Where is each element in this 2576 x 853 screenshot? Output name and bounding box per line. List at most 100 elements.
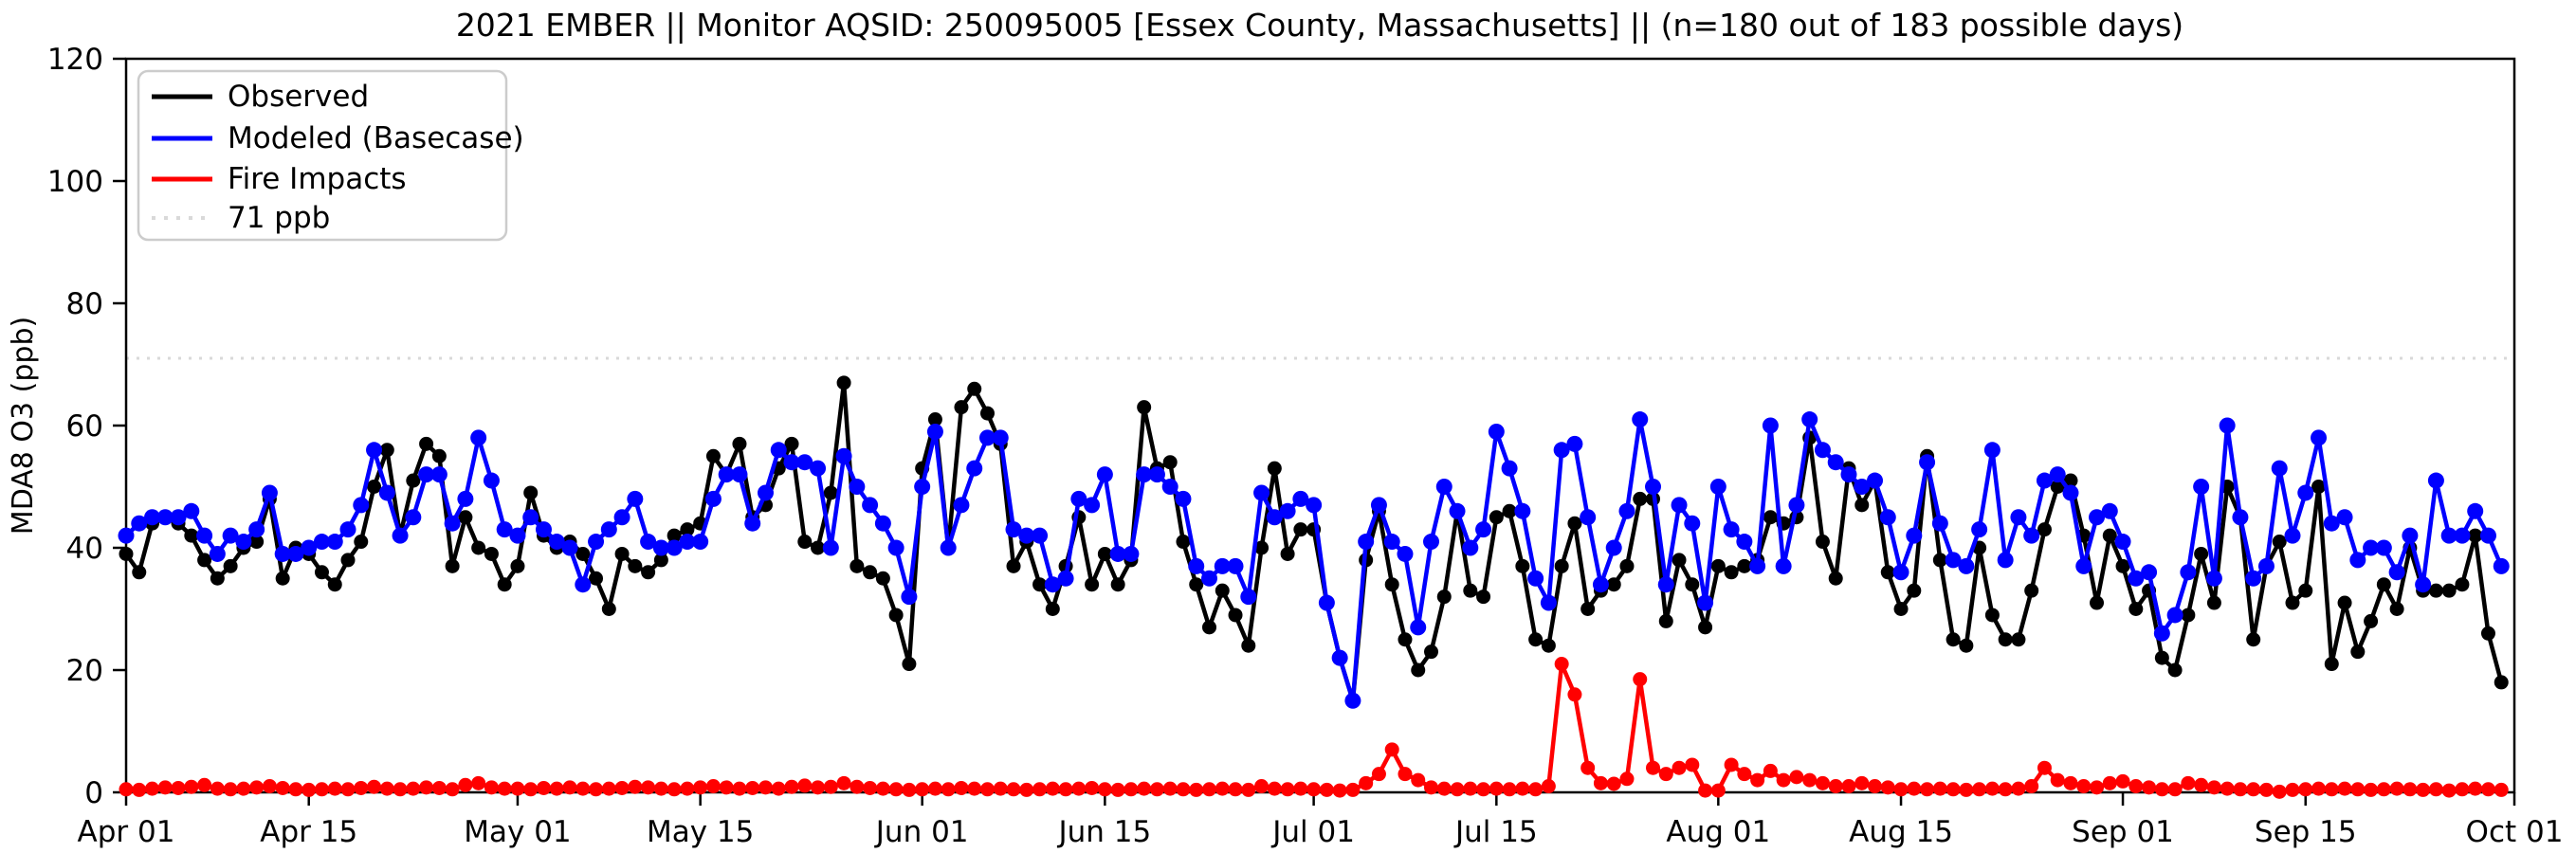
series-marker [1984, 781, 2000, 796]
series-marker [718, 466, 735, 483]
series-marker [340, 553, 356, 568]
series-marker [652, 539, 669, 556]
series-marker [1359, 775, 1374, 790]
series-marker [1423, 534, 1440, 551]
series-marker [744, 515, 761, 532]
series-marker [575, 576, 592, 593]
series-marker [510, 558, 525, 573]
series-marker [2037, 760, 2052, 775]
series-marker [719, 780, 734, 795]
series-marker [1175, 490, 1192, 507]
series-marker [1932, 781, 1947, 796]
series-marker [1162, 455, 1178, 470]
series-marker [471, 540, 486, 555]
series-marker [2493, 557, 2510, 574]
series-marker [1123, 545, 1140, 562]
series-marker [419, 780, 434, 795]
series-marker [1828, 779, 1843, 794]
y-tick-label: 60 [66, 409, 103, 444]
series-marker [1161, 479, 1178, 495]
series-marker [1971, 521, 1988, 538]
series-marker [1619, 771, 1635, 787]
series-marker [235, 534, 252, 551]
series-marker [653, 553, 668, 568]
series-marker [2257, 557, 2275, 574]
series-marker [1684, 515, 1701, 532]
series-marker [1045, 602, 1060, 616]
series-marker [784, 779, 799, 794]
series-marker [862, 497, 879, 514]
series-marker [2010, 509, 2027, 526]
series-marker [1802, 772, 1818, 788]
series-marker [510, 781, 525, 796]
series-marker [326, 534, 343, 551]
series-marker [1788, 497, 1805, 514]
series-marker [1137, 781, 1152, 796]
series-marker [2075, 557, 2092, 574]
series-marker [445, 558, 460, 573]
series-marker [1854, 498, 1870, 513]
series-marker [2101, 502, 2118, 519]
series-marker [249, 535, 265, 550]
series-marker [1176, 535, 1191, 550]
series-marker [523, 782, 539, 797]
series-marker [1032, 527, 1049, 544]
series-marker [1240, 589, 1257, 606]
series-marker [444, 515, 461, 532]
series-marker [1932, 553, 1947, 568]
series-marker [1841, 779, 1856, 794]
series-marker [1763, 510, 1778, 525]
series-marker [692, 534, 709, 551]
series-marker [1501, 460, 1518, 477]
series-marker [1384, 742, 1399, 757]
y-tick-label: 20 [66, 654, 103, 688]
series-marker [2467, 502, 2484, 519]
series-marker [2115, 773, 2130, 789]
series-marker [1646, 760, 1661, 775]
x-tick-label: May 01 [464, 815, 571, 849]
series-marker [2194, 777, 2209, 792]
series-marker [2324, 657, 2339, 672]
series-marker [836, 775, 851, 790]
series-marker [1723, 521, 1740, 538]
series-marker [1137, 400, 1152, 415]
series-marker [392, 527, 409, 544]
series-marker [1332, 783, 1347, 798]
series-marker [1124, 782, 1139, 797]
series-marker [1946, 632, 1961, 647]
series-marker [1736, 534, 1753, 551]
series-marker [680, 522, 695, 537]
series-marker [1658, 613, 1673, 628]
series-marker [1737, 767, 1752, 782]
series-marker [1136, 466, 1153, 483]
series-marker [144, 509, 161, 526]
series-marker [1983, 442, 2001, 459]
series-marker [1319, 782, 1334, 797]
series-marker [327, 781, 342, 796]
series-marker [1698, 783, 1713, 798]
series-marker [875, 781, 890, 796]
series-marker [406, 781, 421, 796]
series-marker [1958, 557, 1975, 574]
series-marker [184, 528, 199, 543]
series-marker [1293, 781, 1308, 796]
series-marker [1057, 570, 1074, 587]
series-marker [784, 436, 799, 451]
series-marker [2402, 527, 2419, 544]
series-marker [2062, 484, 2079, 501]
series-marker [483, 472, 500, 489]
series-marker [1540, 594, 1557, 611]
series-marker [914, 479, 931, 495]
series-marker [2441, 783, 2457, 798]
series-marker [2011, 781, 2026, 796]
series-marker [1044, 576, 1061, 593]
y-tick-label: 40 [66, 532, 103, 566]
series-marker [2166, 607, 2183, 624]
series-marker [1959, 638, 1974, 653]
series-marker [1266, 509, 1283, 526]
series-marker [484, 546, 499, 561]
series-marker [119, 782, 134, 797]
series-marker [1672, 553, 1687, 568]
series-marker [1697, 594, 1714, 611]
series-marker [1763, 763, 1778, 778]
